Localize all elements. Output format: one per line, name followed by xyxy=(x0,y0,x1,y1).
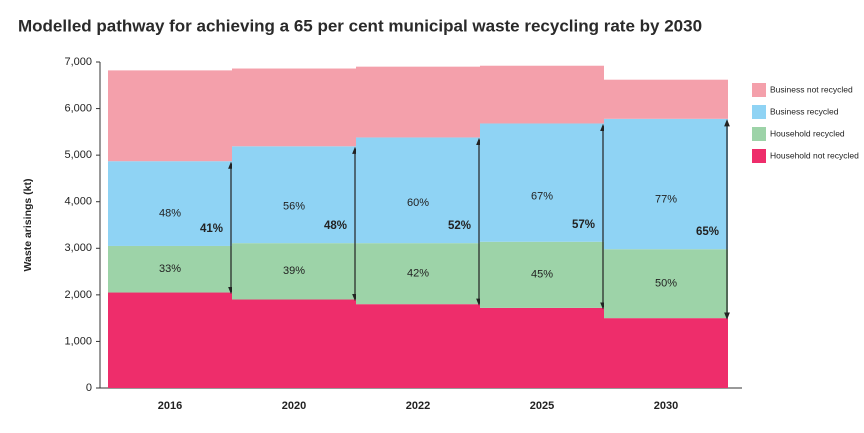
business-rate-label: 56% xyxy=(283,200,305,212)
y-tick-label: 5,000 xyxy=(64,149,92,161)
bar-segment xyxy=(108,292,232,388)
household-rate-label: 42% xyxy=(407,268,429,280)
household-rate-label: 39% xyxy=(283,265,305,277)
total-rate-label: 65% xyxy=(696,226,719,238)
bar-segment xyxy=(356,304,480,388)
total-rate-label: 52% xyxy=(448,220,471,232)
bar-segment xyxy=(232,68,356,147)
legend-label: Household not recycled xyxy=(770,150,859,160)
household-rate-label: 45% xyxy=(531,269,553,281)
chart-title: Modelled pathway for achieving a 65 per … xyxy=(18,16,702,35)
bar-segment xyxy=(604,79,728,119)
x-tick-label: 2030 xyxy=(654,400,678,412)
business-rate-label: 77% xyxy=(655,194,677,206)
total-rate-label: 57% xyxy=(572,219,595,231)
bar-segment xyxy=(604,118,728,250)
legend-swatch xyxy=(752,83,766,97)
y-tick-label: 1,000 xyxy=(64,335,92,347)
bar-segment xyxy=(480,123,604,242)
y-tick-label: 3,000 xyxy=(64,242,92,254)
household-rate-label: 33% xyxy=(159,263,181,275)
bar-segment xyxy=(108,70,232,162)
x-tick-label: 2025 xyxy=(530,400,554,412)
y-tick-label: 0 xyxy=(86,382,92,394)
bar-segment xyxy=(480,307,604,388)
legend-swatch xyxy=(752,149,766,163)
y-tick-label: 6,000 xyxy=(64,102,92,114)
legend-swatch xyxy=(752,127,766,141)
bar-segment xyxy=(232,146,356,244)
household-rate-label: 50% xyxy=(655,278,677,290)
business-rate-label: 48% xyxy=(159,208,181,220)
y-axis-label: Waste arisings (kt) xyxy=(22,179,34,272)
bar-segment xyxy=(604,249,728,319)
y-tick-label: 4,000 xyxy=(64,196,92,208)
y-tick-label: 2,000 xyxy=(64,289,92,301)
bar-segment xyxy=(232,243,356,300)
business-rate-label: 60% xyxy=(407,197,429,209)
total-rate-label: 41% xyxy=(200,223,223,235)
legend-label: Household recycled xyxy=(770,128,845,138)
bar-segment xyxy=(356,137,480,244)
business-rate-label: 67% xyxy=(531,191,553,203)
legend-label: Business not recycled xyxy=(770,84,853,94)
bar-segment xyxy=(480,241,604,308)
legend-swatch xyxy=(752,105,766,119)
bar-segment xyxy=(108,245,232,293)
bar-segment xyxy=(604,318,728,388)
y-tick-label: 7,000 xyxy=(64,56,92,68)
bar-segment xyxy=(108,161,232,246)
bar-segment xyxy=(356,66,480,138)
bar-segment xyxy=(480,65,604,124)
bar-segment xyxy=(356,243,480,305)
total-rate-label: 48% xyxy=(324,220,347,232)
x-tick-label: 2016 xyxy=(158,400,182,412)
x-tick-label: 2020 xyxy=(282,400,306,412)
legend-label: Business recycled xyxy=(770,106,839,116)
x-tick-label: 2022 xyxy=(406,400,430,412)
bar-segment xyxy=(232,299,356,388)
